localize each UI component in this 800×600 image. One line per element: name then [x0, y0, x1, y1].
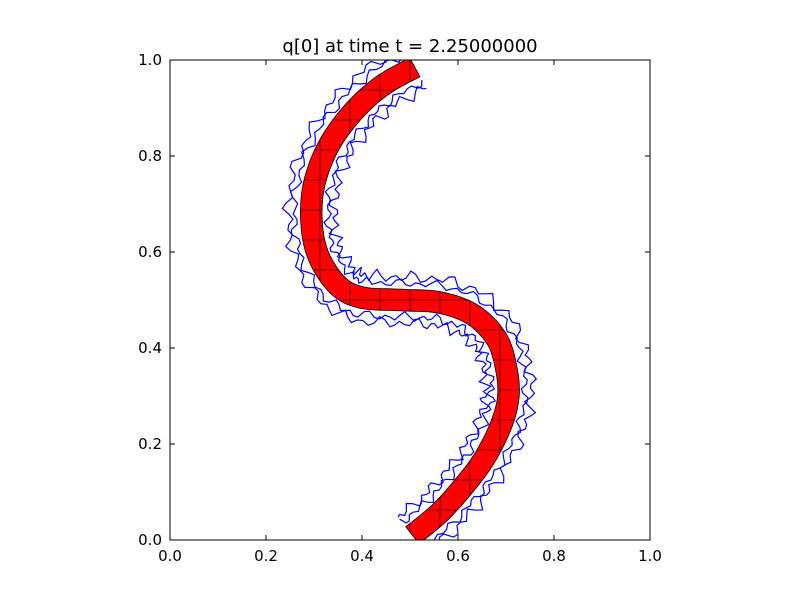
x-tick-label: 0.0	[158, 547, 182, 565]
contour-line	[289, 60, 497, 524]
x-tick-label: 0.2	[254, 547, 278, 565]
x-tick-label: 1.0	[638, 547, 662, 565]
y-tick-label: 0.0	[138, 531, 162, 549]
contour-line	[281, 60, 493, 518]
plot-area: 0.0 0.2 0.4 0.6 0.8 1.0 0.0 0.2 0.4 0.6 0.8 1.0	[138, 51, 662, 565]
y-tick-label: 0.4	[138, 339, 162, 357]
contour-line	[328, 85, 538, 540]
chart-title: q[0] at time t = 2.25000000	[282, 36, 537, 57]
x-tick-label: 0.4	[350, 547, 374, 565]
y-tick-label: 0.2	[138, 435, 162, 453]
x-tick-label: 0.6	[446, 547, 470, 565]
y-tick-label: 0.6	[138, 243, 162, 261]
y-tick-label: 0.8	[138, 147, 162, 165]
plot-frame	[169, 59, 651, 541]
x-tick-label: 0.8	[542, 547, 566, 565]
axis-ticks: 0.0 0.2 0.4 0.6 0.8 1.0 0.0 0.2 0.4 0.6 0.8 1.0	[138, 51, 662, 565]
y-tick-label: 1.0	[138, 51, 162, 69]
contour-line	[323, 79, 529, 540]
